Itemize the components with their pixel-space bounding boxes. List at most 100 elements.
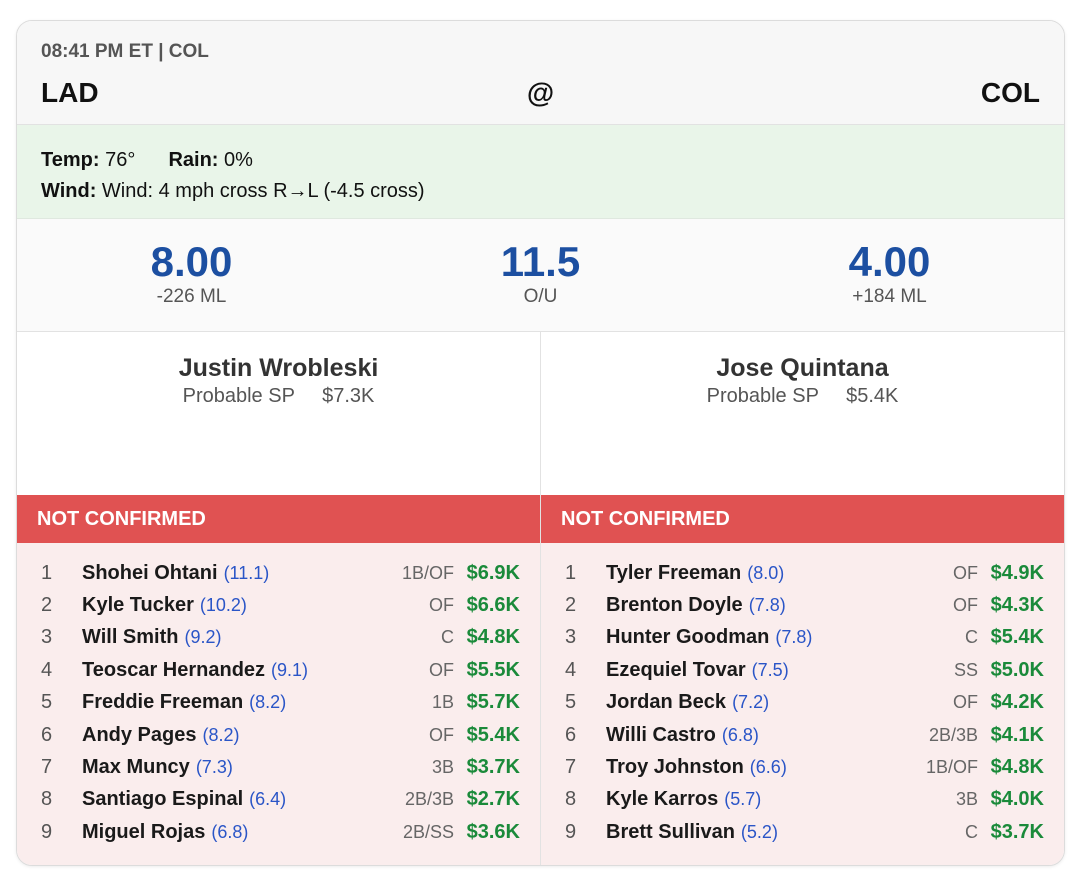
odds-panel: 8.00 -226 ML 11.5 O/U 4.00 +184 ML: [17, 219, 1064, 332]
pitcher-meta: Probable SP $7.3K: [17, 385, 540, 408]
batter-row[interactable]: 4 Teoscar Hernandez (9.1) OF $5.5K: [41, 654, 520, 686]
batter-salary: $3.6K: [466, 820, 520, 843]
batter-name[interactable]: Shohei Ohtani: [82, 561, 218, 584]
batter-name[interactable]: Brett Sullivan: [606, 820, 735, 843]
batter-projection: (5.7): [724, 789, 762, 810]
batter-projection: (9.1): [271, 659, 309, 680]
pitcher-name[interactable]: Justin Wrobleski: [178, 354, 379, 382]
at-sign: @: [526, 77, 555, 108]
batter-name[interactable]: Jordan Beck: [606, 691, 727, 714]
batter-row[interactable]: 7 Troy Johnston (6.6) 1B/OF $4.8K: [565, 751, 1044, 783]
batter-salary: $4.1K: [990, 723, 1044, 746]
over-under: 11.5 O/U: [366, 219, 715, 331]
batter-name[interactable]: Tyler Freeman: [606, 561, 742, 584]
batter-row[interactable]: 2 Brenton Doyle (7.8) OF $4.3K: [565, 589, 1044, 621]
batter-row[interactable]: 6 Willi Castro (6.8) 2B/3B $4.1K: [565, 719, 1044, 751]
batter-name[interactable]: Teoscar Hernandez: [82, 658, 266, 681]
over-under-label: O/U: [523, 286, 558, 307]
batter-projection: (6.8): [211, 821, 249, 842]
away-moneyline: -226 ML: [156, 286, 227, 307]
batter-projection: (5.2): [740, 821, 778, 842]
game-header: 08:41 PM ET | COL LAD @ COL: [17, 21, 1064, 125]
batter-position: OF: [429, 724, 454, 745]
batter-salary: $6.6K: [466, 594, 520, 617]
home-moneyline: +184 ML: [852, 286, 927, 307]
home-odds: 4.00 +184 ML: [715, 219, 1064, 331]
batting-order-number: 1: [565, 561, 577, 584]
batter-salary: $5.4K: [990, 626, 1044, 649]
batter-row[interactable]: 8 Kyle Karros (5.7) 3B $4.0K: [565, 784, 1044, 816]
batter-salary: $4.9K: [990, 561, 1044, 584]
batter-row[interactable]: 3 Hunter Goodman (7.8) C $5.4K: [565, 622, 1044, 654]
batter-projection: (6.8): [721, 724, 759, 745]
batter-row[interactable]: 4 Ezequiel Tovar (7.5) SS $5.0K: [565, 654, 1044, 686]
batter-name[interactable]: Hunter Goodman: [606, 626, 770, 649]
batter-name[interactable]: Will Smith: [82, 626, 179, 649]
batter-name[interactable]: Miguel Rojas: [82, 820, 206, 843]
batting-order-number: 9: [565, 820, 577, 843]
pitcher-meta: Probable SP $5.4K: [541, 385, 1064, 408]
batting-order-number: 8: [41, 788, 53, 811]
batter-position: OF: [953, 562, 978, 583]
away-implied-total: 8.00: [150, 238, 233, 285]
batter-name[interactable]: Santiago Espinal: [82, 788, 244, 811]
game-card: 08:41 PM ET | COL LAD @ COL Temp: 76° Ra…: [16, 20, 1065, 866]
batter-row[interactable]: 7 Max Muncy (7.3) 3B $3.7K: [41, 751, 520, 783]
lineup-status-badge: NOT CONFIRMED: [17, 495, 540, 543]
batting-order-number: 3: [565, 626, 577, 649]
batter-row[interactable]: 5 Freddie Freeman (8.2) 1B $5.7K: [41, 687, 520, 719]
pitcher-role: Probable SP: [706, 385, 819, 407]
batter-row[interactable]: 5 Jordan Beck (7.2) OF $4.2K: [565, 687, 1044, 719]
rain-value: 0%: [224, 149, 253, 171]
batter-row[interactable]: 3 Will Smith (9.2) C $4.8K: [41, 622, 520, 654]
batter-name[interactable]: Freddie Freeman: [82, 691, 244, 714]
batter-position: OF: [953, 692, 978, 713]
batter-name[interactable]: Brenton Doyle: [606, 594, 743, 617]
batter-row[interactable]: 8 Santiago Espinal (6.4) 2B/3B $2.7K: [41, 784, 520, 816]
probable-pitcher: Jose Quintana Probable SP $5.4K: [541, 332, 1064, 495]
batter-name[interactable]: Troy Johnston: [606, 756, 744, 779]
batting-order-number: 4: [41, 658, 53, 681]
batter-projection: (7.2): [732, 692, 770, 713]
weather-line-1: Temp: 76° Rain: 0%: [41, 145, 1040, 176]
home-lineup: Jose Quintana Probable SP $5.4K NOT CONF…: [540, 332, 1064, 865]
batter-name[interactable]: Willi Castro: [606, 723, 716, 746]
batter-row[interactable]: 9 Brett Sullivan (5.2) C $3.7K: [565, 816, 1044, 848]
batter-row[interactable]: 1 Tyler Freeman (8.0) OF $4.9K: [565, 557, 1044, 589]
batter-projection: (7.8): [748, 595, 786, 616]
batter-salary: $3.7K: [990, 820, 1044, 843]
batter-name[interactable]: Andy Pages: [82, 723, 197, 746]
batter-projection: (6.4): [249, 789, 287, 810]
batter-row[interactable]: 1 Shohei Ohtani (11.1) 1B/OF $6.9K: [41, 557, 520, 589]
batter-projection: (8.2): [202, 724, 240, 745]
batter-row[interactable]: 6 Andy Pages (8.2) OF $5.4K: [41, 719, 520, 751]
batting-order-number: 7: [565, 756, 577, 779]
batter-name[interactable]: Kyle Karros: [606, 788, 719, 811]
rain-label: Rain:: [168, 149, 219, 171]
batter-name[interactable]: Ezequiel Tovar: [606, 658, 746, 681]
batter-name[interactable]: Kyle Tucker: [82, 594, 194, 617]
batting-order-number: 7: [41, 756, 53, 779]
batting-order-number: 6: [41, 723, 53, 746]
batting-order-number: 9: [41, 820, 53, 843]
batting-order-number: 2: [565, 594, 577, 617]
batter-salary: $4.3K: [990, 594, 1044, 617]
batter-name[interactable]: Max Muncy: [82, 756, 190, 779]
batter-projection: (7.3): [195, 757, 233, 778]
batter-row[interactable]: 2 Kyle Tucker (10.2) OF $6.6K: [41, 589, 520, 621]
batter-position: 1B/OF: [401, 562, 454, 583]
over-under-value: 11.5: [500, 238, 581, 285]
batting-order: 1 Shohei Ohtani (11.1) 1B/OF $6.9K 2 Kyle Tuck…: [17, 543, 540, 865]
pitcher-name[interactable]: Jose Quintana: [716, 354, 889, 382]
batter-salary: $4.0K: [990, 788, 1044, 811]
batter-position: 1B: [431, 692, 454, 713]
wind-value: Wind: 4 mph cross R→L (-4.5 cross): [101, 180, 425, 202]
away-lineup: Justin Wrobleski Probable SP $7.3K NOT C…: [17, 332, 540, 865]
batter-row[interactable]: 9 Miguel Rojas (6.8) 2B/SS $3.6K: [41, 816, 520, 848]
batter-projection: (11.1): [223, 562, 270, 583]
batter-position: C: [441, 627, 454, 648]
batter-projection: (8.2): [249, 692, 287, 713]
batter-position: 2B/3B: [404, 789, 454, 810]
temp-label: Temp:: [41, 149, 100, 171]
batter-position: 2B/SS: [402, 821, 454, 842]
